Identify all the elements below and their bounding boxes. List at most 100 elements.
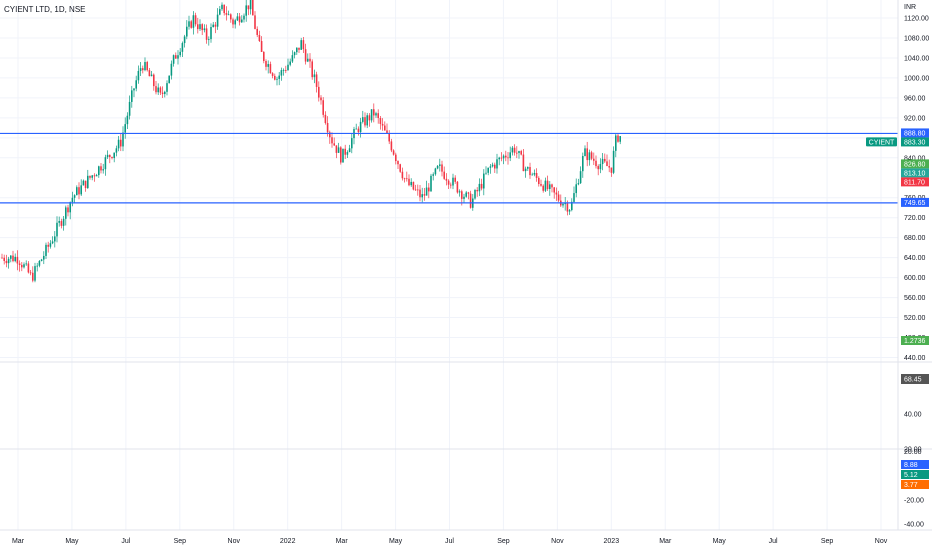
candle[interactable] xyxy=(571,198,573,212)
candle[interactable] xyxy=(223,4,225,16)
candle[interactable] xyxy=(29,269,32,276)
candle[interactable] xyxy=(1,253,3,259)
candle[interactable] xyxy=(617,133,619,143)
candle[interactable] xyxy=(56,216,58,243)
candle[interactable] xyxy=(522,149,525,172)
candle[interactable] xyxy=(309,53,311,68)
candle[interactable] xyxy=(254,11,256,30)
candle[interactable] xyxy=(95,173,98,177)
candle[interactable] xyxy=(175,52,177,59)
candle[interactable] xyxy=(71,191,74,207)
candle[interactable] xyxy=(588,149,591,166)
candle[interactable] xyxy=(36,262,38,272)
candle[interactable] xyxy=(540,179,542,187)
candle[interactable] xyxy=(225,6,228,21)
candle[interactable] xyxy=(362,110,364,124)
candle[interactable] xyxy=(386,123,388,135)
candle[interactable] xyxy=(346,150,349,159)
candle[interactable] xyxy=(300,37,302,50)
candle[interactable] xyxy=(597,164,599,176)
candle[interactable] xyxy=(408,174,410,187)
candle[interactable] xyxy=(65,205,67,226)
candle[interactable] xyxy=(351,133,353,154)
candle[interactable] xyxy=(260,36,263,53)
candle[interactable] xyxy=(269,61,272,74)
candle[interactable] xyxy=(483,169,485,196)
candle[interactable] xyxy=(113,152,115,163)
candle[interactable] xyxy=(582,152,584,178)
candle[interactable] xyxy=(287,58,289,71)
candle[interactable] xyxy=(267,60,269,74)
candle[interactable] xyxy=(333,137,335,147)
candle[interactable] xyxy=(128,95,131,120)
candle[interactable] xyxy=(414,184,417,191)
candle[interactable] xyxy=(109,154,111,164)
candle[interactable] xyxy=(557,190,560,203)
candle[interactable] xyxy=(236,12,239,21)
candle[interactable] xyxy=(397,160,399,170)
candle[interactable] xyxy=(278,71,280,86)
candle[interactable] xyxy=(205,24,208,44)
candle[interactable] xyxy=(491,162,494,168)
candle[interactable] xyxy=(21,262,23,272)
candle[interactable] xyxy=(194,12,197,27)
candle[interactable] xyxy=(40,258,43,262)
candle[interactable] xyxy=(538,176,540,187)
candle[interactable] xyxy=(441,160,443,177)
candle[interactable] xyxy=(364,112,366,128)
candle[interactable] xyxy=(384,121,386,131)
candle[interactable] xyxy=(280,67,283,81)
candle[interactable] xyxy=(219,6,221,16)
candle[interactable] xyxy=(282,68,285,76)
candle[interactable] xyxy=(155,80,157,95)
candle[interactable] xyxy=(513,144,516,156)
candle[interactable] xyxy=(357,126,360,136)
candle[interactable] xyxy=(298,47,300,53)
candle[interactable] xyxy=(395,152,397,165)
candle[interactable] xyxy=(111,156,113,160)
candle[interactable] xyxy=(14,253,16,263)
candle[interactable] xyxy=(247,5,250,16)
candle[interactable] xyxy=(370,109,373,123)
candle[interactable] xyxy=(16,250,19,271)
candle[interactable] xyxy=(186,20,188,40)
candle[interactable] xyxy=(450,182,452,189)
candle[interactable] xyxy=(285,65,287,74)
candle[interactable] xyxy=(126,112,129,130)
candle[interactable] xyxy=(601,152,604,171)
candle[interactable] xyxy=(131,85,133,108)
candle[interactable] xyxy=(84,180,87,192)
candle[interactable] xyxy=(296,47,298,55)
candle[interactable] xyxy=(381,118,384,131)
candle[interactable] xyxy=(573,186,575,203)
candle[interactable] xyxy=(375,111,377,118)
candle[interactable] xyxy=(181,41,184,57)
candle[interactable] xyxy=(47,241,49,253)
candle[interactable] xyxy=(505,150,507,162)
candle[interactable] xyxy=(265,59,267,71)
candle[interactable] xyxy=(577,178,580,186)
candle[interactable] xyxy=(45,242,47,260)
candle[interactable] xyxy=(69,201,71,220)
candle[interactable] xyxy=(304,43,307,65)
candle[interactable] xyxy=(221,2,223,11)
candle[interactable] xyxy=(89,175,91,180)
candle[interactable] xyxy=(34,262,36,283)
candle[interactable] xyxy=(403,177,406,183)
candle[interactable] xyxy=(157,83,159,95)
candle[interactable] xyxy=(216,8,219,30)
candle[interactable] xyxy=(291,50,294,63)
candle[interactable] xyxy=(318,81,320,102)
horizontal-levels[interactable] xyxy=(0,132,898,204)
candle[interactable] xyxy=(606,154,608,167)
candle[interactable] xyxy=(252,0,254,16)
candle[interactable] xyxy=(419,185,421,202)
candle[interactable] xyxy=(373,103,375,123)
price-axis[interactable]: 1120.00 1080.00 1040.00 1000.00 960.00 920.00… xyxy=(866,16,929,529)
candle[interactable] xyxy=(146,60,148,72)
candle[interactable] xyxy=(120,133,122,152)
candle[interactable] xyxy=(423,188,426,201)
candle[interactable] xyxy=(188,15,190,30)
candle[interactable] xyxy=(142,65,144,74)
candle[interactable] xyxy=(148,67,151,77)
